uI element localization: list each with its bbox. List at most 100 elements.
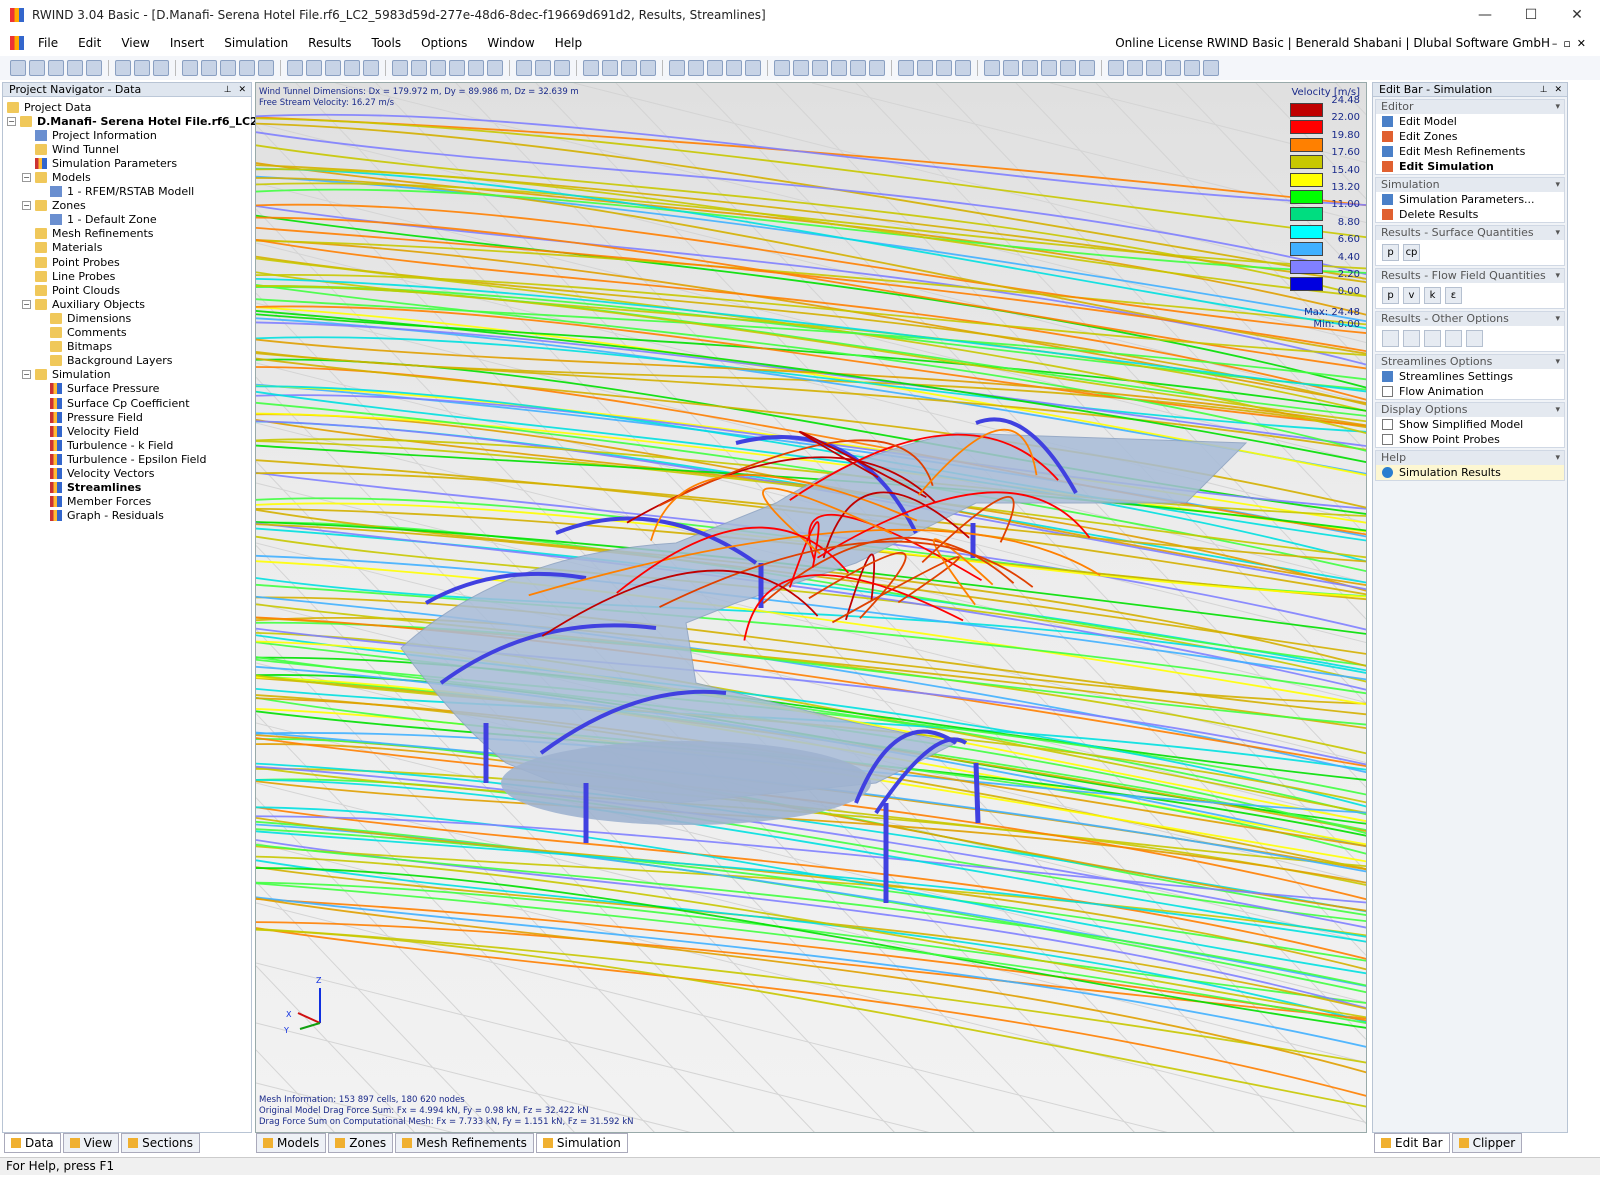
toolbar-button[interactable] xyxy=(201,60,217,76)
tab-clipper[interactable]: Clipper xyxy=(1451,1133,1523,1153)
toolbar-button[interactable] xyxy=(850,60,866,76)
menu-file[interactable]: File xyxy=(38,36,59,50)
minimize-button[interactable]: — xyxy=(1478,7,1492,23)
editbar-item[interactable]: Streamlines Settings xyxy=(1376,369,1564,384)
toolbar-button[interactable] xyxy=(1165,60,1181,76)
toolbar-button[interactable] xyxy=(1146,60,1162,76)
toolbar-button[interactable] xyxy=(516,60,532,76)
tab-edit-bar[interactable]: Edit Bar xyxy=(1374,1133,1450,1153)
toolbar-button[interactable] xyxy=(325,60,341,76)
tree-item[interactable]: Turbulence - k Field xyxy=(3,438,251,452)
tree-item[interactable]: Point Clouds xyxy=(3,283,251,297)
toolbar-button[interactable] xyxy=(869,60,885,76)
toolbar-button[interactable] xyxy=(984,60,1000,76)
menu-results[interactable]: Results xyxy=(308,36,352,50)
tree-item[interactable]: 1 - RFEM/RSTAB Modell xyxy=(3,185,251,199)
collapse-icon[interactable]: − xyxy=(22,370,31,380)
tree-item[interactable]: Mesh Refinements xyxy=(3,227,251,241)
toolbar-button[interactable] xyxy=(220,60,236,76)
toolbar-button[interactable] xyxy=(955,60,971,76)
menu-help[interactable]: Help xyxy=(554,36,583,50)
toolbar-button[interactable] xyxy=(258,60,274,76)
result-button[interactable] xyxy=(1466,330,1483,347)
result-button[interactable]: ε xyxy=(1445,287,1462,304)
tree-item[interactable]: − Simulation xyxy=(3,368,251,382)
toolbar-button[interactable] xyxy=(1127,60,1143,76)
editbar-item[interactable]: Flow Animation xyxy=(1376,384,1564,399)
tree-item[interactable]: Streamlines xyxy=(3,481,251,495)
app-menu-icon[interactable] xyxy=(10,36,24,50)
editbar-item[interactable]: Delete Results xyxy=(1376,207,1564,222)
toolbar-button[interactable] xyxy=(67,60,83,76)
tree-item[interactable]: Velocity Field xyxy=(3,424,251,438)
checkbox[interactable] xyxy=(1382,434,1393,445)
toolbar-button[interactable] xyxy=(182,60,198,76)
tree-item[interactable]: Materials xyxy=(3,241,251,255)
editbar-item[interactable]: Simulation Results xyxy=(1376,465,1564,480)
tree-item[interactable]: Background Layers xyxy=(3,354,251,368)
toolbar-button[interactable] xyxy=(1022,60,1038,76)
toolbar-button[interactable] xyxy=(831,60,847,76)
tree-item[interactable]: Wind Tunnel xyxy=(3,142,251,156)
tab-simulation[interactable]: Simulation xyxy=(535,1133,628,1153)
editbar-item[interactable]: Simulation Parameters... xyxy=(1376,192,1564,207)
section-header[interactable]: Results - Flow Field Quantities xyxy=(1376,269,1564,283)
tab-view[interactable]: View xyxy=(62,1133,120,1153)
result-button[interactable] xyxy=(1424,330,1441,347)
pin-close-icons[interactable]: ⊥ ✕ xyxy=(223,85,248,95)
tree-item[interactable]: Member Forces xyxy=(3,495,251,509)
tree-item[interactable]: Graph - Residuals xyxy=(3,509,251,523)
toolbar-button[interactable] xyxy=(812,60,828,76)
tree-item[interactable]: Point Probes xyxy=(3,255,251,269)
toolbar-button[interactable] xyxy=(344,60,360,76)
toolbar-button[interactable] xyxy=(363,60,379,76)
tree-item[interactable]: Dimensions xyxy=(3,311,251,325)
tree-item[interactable]: − D.Manafi- Serena Hotel File.rf6_LC2_598… xyxy=(3,114,325,128)
collapse-icon[interactable]: − xyxy=(22,299,31,309)
mdi-controls[interactable]: –▫✕ xyxy=(1551,36,1592,50)
editbar-item[interactable]: Show Point Probes xyxy=(1376,432,1564,447)
result-button[interactable]: p xyxy=(1382,244,1399,261)
toolbar-button[interactable] xyxy=(898,60,914,76)
section-header[interactable]: Display Options xyxy=(1376,403,1564,417)
tree-item[interactable]: Pressure Field xyxy=(3,410,251,424)
editbar-item[interactable]: Show Simplified Model xyxy=(1376,417,1564,432)
toolbar-button[interactable] xyxy=(917,60,933,76)
tree-item[interactable]: Bitmaps xyxy=(3,340,251,354)
toolbar-button[interactable] xyxy=(1184,60,1200,76)
result-button[interactable]: cp xyxy=(1403,244,1420,261)
toolbar-button[interactable] xyxy=(287,60,303,76)
toolbar-button[interactable] xyxy=(1003,60,1019,76)
tree-item[interactable]: Simulation Parameters xyxy=(3,156,251,170)
tab-zones[interactable]: Zones xyxy=(328,1133,394,1153)
toolbar-button[interactable] xyxy=(1060,60,1076,76)
section-header[interactable]: Results - Surface Quantities xyxy=(1376,226,1564,240)
toolbar-button[interactable] xyxy=(153,60,169,76)
editbar-item[interactable]: Edit Simulation xyxy=(1376,159,1564,174)
scene-canvas[interactable]: Z XY xyxy=(256,83,1367,1133)
tree-item[interactable]: Comments xyxy=(3,326,251,340)
result-button[interactable] xyxy=(1403,330,1420,347)
tab-data[interactable]: Data xyxy=(4,1133,61,1153)
tree-item[interactable]: Project Data xyxy=(3,100,251,114)
maximize-button[interactable]: ☐ xyxy=(1524,7,1538,23)
tree-item[interactable]: Surface Pressure xyxy=(3,382,251,396)
toolbar-button[interactable] xyxy=(1203,60,1219,76)
checkbox[interactable] xyxy=(1382,419,1393,430)
toolbar-button[interactable] xyxy=(774,60,790,76)
result-button[interactable]: k xyxy=(1424,287,1441,304)
section-header[interactable]: Help xyxy=(1376,451,1564,465)
tab-mesh-refinements[interactable]: Mesh Refinements xyxy=(395,1133,534,1153)
toolbar-button[interactable] xyxy=(745,60,761,76)
toolbar-button[interactable] xyxy=(411,60,427,76)
toolbar-button[interactable] xyxy=(449,60,465,76)
toolbar-button[interactable] xyxy=(134,60,150,76)
toolbar-button[interactable] xyxy=(554,60,570,76)
toolbar-button[interactable] xyxy=(48,60,64,76)
toolbar-button[interactable] xyxy=(793,60,809,76)
toolbar-button[interactable] xyxy=(86,60,102,76)
toolbar-button[interactable] xyxy=(392,60,408,76)
checkbox[interactable] xyxy=(1382,386,1393,397)
toolbar-button[interactable] xyxy=(306,60,322,76)
